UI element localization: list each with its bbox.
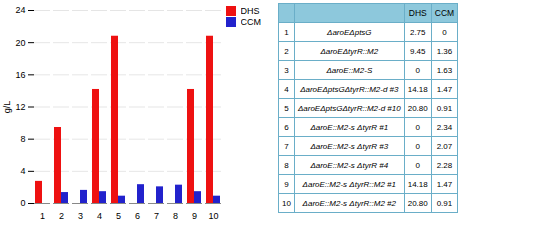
html-text:DHS: DHS: [240, 6, 260, 16]
html-text:0: 0: [442, 27, 447, 37]
html-text:0: 0: [415, 160, 420, 170]
html-text:2: 2: [284, 46, 289, 56]
html-text:2.75: 2.75: [409, 27, 426, 37]
html-text:1.63: 1.63: [436, 65, 453, 75]
svg-text:2: 2: [59, 211, 64, 221]
html-text:2.28: 2.28: [436, 160, 453, 170]
html-text:1: 1: [284, 27, 289, 37]
html-text:14.18: 14.18: [407, 179, 428, 189]
html-text:ΔaroE::M2-s ΔtyrR #3: ΔaroE::M2-s ΔtyrR #3: [310, 141, 389, 151]
html-text:20.80: 20.80: [407, 198, 428, 208]
svg-text:0: 0: [20, 198, 25, 208]
html-text:0: 0: [415, 141, 420, 151]
html-text:4: 4: [284, 84, 289, 94]
svg-text:1: 1: [40, 211, 45, 221]
html-text:ΔaroE::M2-S: ΔaroE::M2-S: [326, 65, 373, 75]
svg-text:8: 8: [20, 134, 25, 144]
html-text:9.45: 9.45: [409, 46, 426, 56]
html-text:5: 5: [284, 103, 289, 113]
html-text:2.34: 2.34: [436, 122, 453, 132]
html-text:1.47: 1.47: [436, 179, 453, 189]
svg-text:7: 7: [154, 211, 159, 221]
html-text:0.91: 0.91: [436, 198, 453, 208]
svg-text:8: 8: [173, 211, 178, 221]
html-text:1.47: 1.47: [436, 84, 453, 94]
svg-text:4: 4: [97, 211, 102, 221]
html-text:ΔaroE::M2-s ΔtyrR::M2 #2: ΔaroE::M2-s ΔtyrR::M2 #2: [302, 198, 396, 208]
html-text:ΔaroEΔtyrR::M2: ΔaroEΔtyrR::M2: [320, 46, 379, 56]
svg-text:12: 12: [15, 102, 25, 112]
html-text:10: 10: [282, 198, 291, 208]
html-text:1.36: 1.36: [436, 46, 453, 56]
svg-text:10: 10: [208, 211, 218, 221]
svg-text:9: 9: [192, 211, 197, 221]
svg-text:16: 16: [15, 70, 25, 80]
svg-text:3: 3: [78, 211, 83, 221]
html-text:CCM: CCM: [434, 8, 455, 18]
html-text:2.07: 2.07: [436, 141, 453, 151]
html-text:7: 7: [284, 141, 289, 151]
html-text:ΔaroEΔptsG: ΔaroEΔptsG: [327, 27, 372, 37]
svg-text:5: 5: [116, 211, 121, 221]
svg-text:6: 6: [135, 211, 140, 221]
html-text:3: 3: [284, 65, 289, 75]
html-text:ΔaroEΔptsGΔtyrR::M2-d #3: ΔaroEΔptsGΔtyrR::M2-d #3: [300, 84, 399, 94]
html-text:ΔaroE::M2-s ΔtyrR #4: ΔaroE::M2-s ΔtyrR #4: [310, 160, 389, 170]
html-text:DHS: DHS: [408, 8, 427, 18]
html-text:20.80: 20.80: [407, 103, 428, 113]
html-text:ΔaroE::M2-s ΔtyrR #1: ΔaroE::M2-s ΔtyrR #1: [310, 122, 389, 132]
html-text:0.91: 0.91: [436, 103, 453, 113]
svg-text:4: 4: [20, 166, 25, 176]
html-text:14.18: 14.18: [407, 84, 428, 94]
html-text:ΔaroE::M2-s ΔtyrR::M2 #1: ΔaroE::M2-s ΔtyrR::M2 #1: [302, 179, 396, 189]
html-text:9: 9: [284, 179, 289, 189]
html-text:0: 0: [415, 65, 420, 75]
html-text:6: 6: [284, 122, 289, 132]
svg-text:24: 24: [15, 5, 25, 15]
html-text:0: 0: [415, 122, 420, 132]
svg-text:g/L: g/L: [2, 101, 12, 114]
html-text:ΔaroEΔptsGΔtyrR::M2-d #10: ΔaroEΔptsGΔtyrR::M2-d #10: [297, 103, 401, 113]
html-text:CCM: CCM: [240, 17, 261, 27]
svg-text:20: 20: [15, 38, 25, 48]
html-text:8: 8: [284, 160, 289, 170]
